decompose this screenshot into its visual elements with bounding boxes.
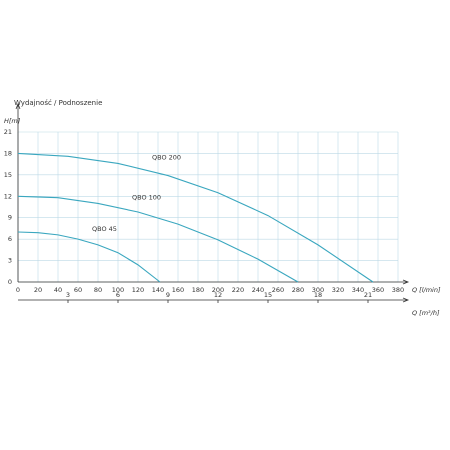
x-tick-label: 100	[112, 286, 124, 294]
x-tick-label: 260	[272, 286, 284, 294]
y-tick-label: 0	[8, 278, 12, 286]
curve	[17, 231, 161, 283]
x-axis-label: Q [l/min]	[412, 286, 441, 294]
x-axis	[18, 279, 410, 285]
x2-tick-label: 12	[214, 291, 222, 299]
x2-axis	[18, 297, 410, 303]
x-tick-label: 200	[212, 286, 224, 294]
y-tick-label: 3	[8, 257, 12, 265]
x2-tick-label: 21	[364, 291, 372, 299]
series-label: QBO 100	[132, 193, 161, 201]
x-tick-label: 380	[392, 286, 404, 294]
y-tick-label: 18	[4, 149, 12, 157]
x-tick-label: 0	[16, 286, 20, 294]
y-axis	[15, 102, 21, 282]
x-tick-label: 40	[54, 286, 62, 294]
y-tick-label: 12	[4, 192, 12, 200]
series-label: QBO 200	[152, 153, 181, 161]
y-tick-label: 9	[8, 214, 12, 222]
y-tick-label: 6	[8, 235, 12, 243]
x2-tick-label: 15	[264, 291, 272, 299]
x2-tick-label: 6	[116, 291, 120, 299]
x2-tick-label: 9	[166, 291, 170, 299]
x-tick-label: 180	[192, 286, 204, 294]
series-label: QBO 45	[92, 225, 117, 233]
x2-tick-label: 18	[314, 291, 322, 299]
x2-axis-label: Q [m³/h]	[412, 309, 440, 317]
y-tick-label: 21	[4, 128, 12, 136]
curve	[17, 195, 299, 283]
x-tick-label: 140	[152, 286, 164, 294]
x-tick-label: 240	[252, 286, 264, 294]
x-tick-label: 120	[132, 286, 144, 294]
x-tick-label: 280	[292, 286, 304, 294]
x-tick-label: 340	[352, 286, 364, 294]
x-tick-label: 60	[74, 286, 82, 294]
x-tick-label: 20	[34, 286, 42, 294]
x2-tick-label: 3	[66, 291, 70, 299]
y-axis-label: H[m]	[4, 117, 21, 125]
x-tick-label: 320	[332, 286, 344, 294]
x-tick-label: 360	[372, 286, 384, 294]
curve	[17, 152, 374, 283]
chart-title: Wydajność / Podnoszenie	[14, 99, 102, 107]
y-tick-label: 15	[4, 171, 12, 179]
x-tick-label: 300	[312, 286, 324, 294]
x-tick-label: 220	[232, 286, 244, 294]
x-tick-label: 160	[172, 286, 184, 294]
x-tick-label: 80	[94, 286, 102, 294]
